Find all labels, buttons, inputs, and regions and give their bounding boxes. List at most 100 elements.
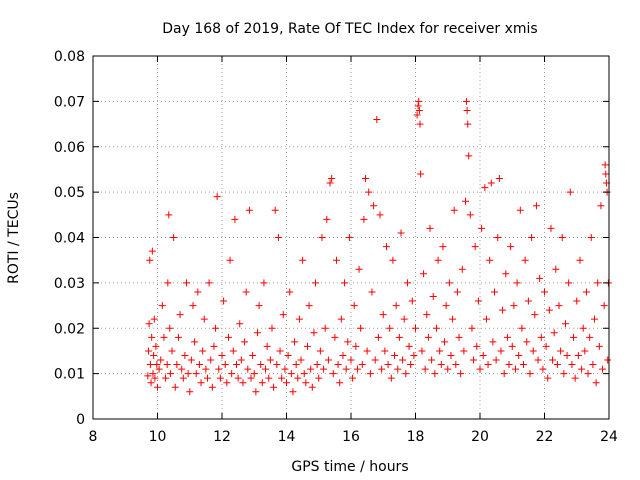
data-point xyxy=(542,342,550,350)
data-point xyxy=(160,333,168,341)
data-point xyxy=(337,315,345,323)
data-point xyxy=(229,347,237,355)
data-point xyxy=(516,206,524,214)
x-tick-label: 14 xyxy=(278,429,296,445)
data-point xyxy=(600,302,608,310)
data-point xyxy=(389,256,397,264)
data-point xyxy=(224,333,232,341)
data-point xyxy=(450,206,458,214)
data-point xyxy=(355,265,363,273)
data-point xyxy=(513,279,521,287)
data-point xyxy=(326,179,334,187)
data-point xyxy=(203,374,211,382)
data-point xyxy=(146,256,154,264)
x-tick-label: 20 xyxy=(471,429,489,445)
data-point xyxy=(350,302,358,310)
data-point xyxy=(144,347,152,355)
data-point xyxy=(555,302,563,310)
y-axis-label: ROTI / TECUs xyxy=(6,192,22,284)
data-point xyxy=(518,324,526,332)
data-point xyxy=(207,356,215,364)
data-point xyxy=(599,365,607,373)
data-point xyxy=(284,351,292,359)
data-point xyxy=(407,361,415,369)
data-point xyxy=(186,388,194,396)
data-point xyxy=(445,279,453,287)
data-point xyxy=(447,351,455,359)
data-point xyxy=(295,315,303,323)
data-point xyxy=(149,370,157,378)
data-point xyxy=(573,297,581,305)
data-point xyxy=(571,374,579,382)
data-point xyxy=(495,175,503,183)
data-point xyxy=(508,342,516,350)
data-point xyxy=(437,361,445,369)
data-point xyxy=(200,315,208,323)
data-point xyxy=(168,347,176,355)
grid-lines xyxy=(93,56,609,419)
data-point xyxy=(423,311,431,319)
data-point xyxy=(360,215,368,223)
data-point xyxy=(179,374,187,382)
data-point xyxy=(492,356,500,364)
data-point xyxy=(300,370,308,378)
data-point xyxy=(148,333,156,341)
data-point xyxy=(452,361,460,369)
data-point xyxy=(184,370,192,378)
data-point xyxy=(226,256,234,264)
data-point xyxy=(392,302,400,310)
data-point xyxy=(213,193,221,201)
data-point xyxy=(476,365,484,373)
data-point xyxy=(352,342,360,350)
data-point xyxy=(549,356,557,364)
x-tick-label: 10 xyxy=(149,429,167,445)
data-point xyxy=(287,370,295,378)
data-point xyxy=(415,106,423,114)
data-point xyxy=(341,279,349,287)
data-point xyxy=(303,342,311,350)
data-point xyxy=(597,202,605,210)
data-point xyxy=(150,315,158,323)
data-point xyxy=(581,347,589,355)
data-point xyxy=(239,379,247,387)
data-point xyxy=(455,333,463,341)
data-point xyxy=(216,374,224,382)
data-point xyxy=(187,356,195,364)
x-tick-label: 16 xyxy=(342,429,360,445)
data-point xyxy=(273,361,281,369)
data-point xyxy=(499,306,507,314)
data-point xyxy=(363,347,371,355)
data-point xyxy=(324,356,332,364)
data-point xyxy=(500,370,508,378)
data-point xyxy=(444,365,452,373)
data-point xyxy=(221,361,229,369)
data-point xyxy=(590,315,598,323)
data-point xyxy=(528,234,536,241)
data-point xyxy=(253,329,261,337)
data-point xyxy=(312,279,320,287)
data-point xyxy=(286,288,294,296)
data-point xyxy=(431,370,439,378)
data-point xyxy=(199,347,207,355)
data-point xyxy=(379,311,387,319)
data-point xyxy=(536,274,544,282)
data-point xyxy=(191,338,199,346)
data-point xyxy=(262,365,270,373)
data-point xyxy=(524,297,532,305)
data-point xyxy=(397,229,405,237)
data-point xyxy=(505,361,513,369)
data-point xyxy=(563,351,571,359)
data-point xyxy=(292,361,300,369)
data-point xyxy=(332,256,340,264)
data-point xyxy=(271,206,279,214)
y-tick-label: 0.06 xyxy=(54,140,85,156)
y-tick-label: 0.05 xyxy=(54,185,85,201)
data-point xyxy=(537,333,545,341)
data-point xyxy=(558,234,566,241)
data-point xyxy=(250,370,258,378)
data-point xyxy=(428,356,436,364)
data-point xyxy=(387,374,395,382)
data-point xyxy=(604,356,612,364)
data-point xyxy=(344,338,352,346)
data-point xyxy=(302,379,310,387)
